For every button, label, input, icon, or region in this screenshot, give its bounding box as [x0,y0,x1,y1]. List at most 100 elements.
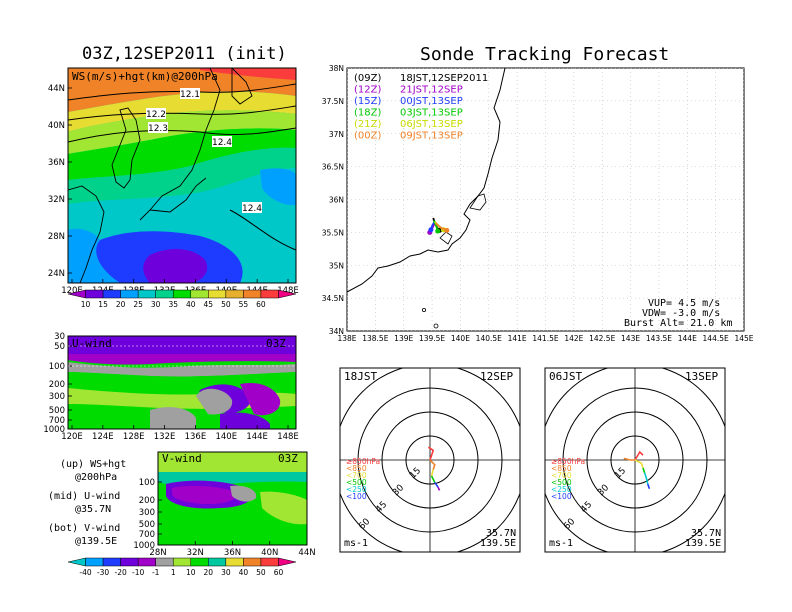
ws-colorbar-label: 55 [239,300,249,309]
tracking-x-tick-label: 138.5E [362,334,388,343]
ws-contour-label-bg [242,202,262,213]
v-colorbar-label: -1 [152,568,160,577]
v-colorbar-label: 60 [274,568,284,577]
ws-colorbar-label: 40 [186,300,196,309]
u-x-tick-label: 124E [92,432,114,442]
hodograph-wind-segment [634,459,644,469]
ws-map-label: WS(m/s)+hgt(km)@200hPa [72,70,218,83]
side-legend-bot-1: (bot) V-wind [48,523,121,534]
tracking-coastline [347,68,506,329]
hodograph-legend-entry: <250 [346,485,367,494]
ws-contour-labels: 12.1 12.2 12.3 12.4 12.4 [146,88,262,214]
tracking-legend-code: (12Z) [354,85,381,96]
u-y-tick-label: 300 [49,392,65,402]
ws-colorbar-swatch [260,289,279,299]
tracking-x-tick-label: 144E [678,334,697,343]
u-wind-frame [67,335,297,430]
ws-colorbar-swatch [172,289,192,299]
ws-contour-label-bg [146,108,166,119]
tracking-x-tick-label: 143.5E [646,334,672,343]
tracking-vdw: VDW= -3.0 m/s [642,308,721,319]
ws-y-tick-label: 32N [48,195,65,205]
u-wind-time: 03Z [266,337,286,350]
ws-colorbar-label: 45 [204,300,214,309]
v-colorbar: -40 -30 -20 -10 -1 1 10 20 30 40 50 60 [67,557,297,577]
hodograph-1-units: ms-1 [344,538,369,549]
tracking-burst: Burst Alt= 21.0 km [624,318,733,329]
tracking-y-tick-label: 38N [329,64,344,73]
v-x-tick-label: 28N [149,548,166,558]
v-colorbar-swatch [155,557,174,567]
ws-colorbar-swatch [85,289,104,299]
hodograph-wind-segment [643,472,649,485]
tracking-legend-code: (21Z) [354,119,381,130]
left-panel-title: 03Z,12SEP2011 (init) [82,44,287,64]
ws-contour-label-bg [180,88,200,99]
v-x-tick-label: 32N [187,548,204,558]
ws-y-tick-label: 36N [48,158,65,168]
tracking-legend-code: (00Z) [354,131,381,142]
hodograph-wind-segment [437,486,441,491]
ws-y-tick-label: 44N [48,84,65,94]
hodograph-wind-segment [430,469,434,477]
v-colorbar-swatch [85,557,104,567]
tracking-title: Sonde Tracking Forecast [420,44,670,65]
v-y-tick-label: 300 [139,508,155,518]
tracking-y-tick-label: 36N [329,196,344,205]
v-colorbar-swatch [67,557,86,567]
v-colorbar-swatch [137,557,156,567]
tracking-x-tick-label: 141E [508,334,527,343]
v-colorbar-swatch [102,557,121,567]
tracking-axes: 138E 138.5E 139E 139.5E 140E 140.5E 141E 141.5E… [322,64,754,343]
tracking-track-endpoint [444,227,450,233]
hodograph-wind-segment [434,481,439,488]
v-colorbar-label: 40 [239,568,249,577]
u-y-tick-label: 700 [49,416,65,426]
hodograph-2-lon: 139.5E [685,538,722,549]
tracking-vup: VUP= 4.5 m/s [648,298,721,309]
hodograph-legend-entry: <100 [346,492,367,501]
u-x-tick-label: 136E [185,432,207,442]
ws-colorbar-swatch [190,289,209,299]
u-wind-field [68,336,296,429]
hodograph-legend-entry: <700 [346,471,367,480]
hodograph-legend-entry: ≥850hPa [551,457,585,466]
v-wind-time: 03Z [278,452,298,465]
ws-map-field [68,68,296,283]
v-colorbar-label: -40 [79,568,91,577]
side-legend-mid-2: @35.7N [75,504,112,515]
u-y-tick-label: 1000 [43,425,65,435]
hodograph-legend-entry: <500 [551,478,572,487]
v-colorbar-label: -20 [114,568,126,577]
tracking-legend-name: 03JST,13SEP [400,108,463,119]
side-legend-up-1: (up) WS+hgt [60,459,127,470]
tracking-y-tick-label: 36.5N [322,163,344,172]
hodograph-wind-segment [623,457,635,461]
u-y-tick-label: 100 [49,362,65,372]
v-colorbar-swatch [243,557,262,567]
ws-colorbar-swatch [155,289,174,299]
ws-colorbar-swatch [225,289,244,299]
ws-y-tick-label: 28N [48,232,65,242]
tracking-x-tick-label: 144.5E [703,334,729,343]
tracking-legend-code: (18Z) [354,108,381,119]
ws-colorbar-label: 20 [116,300,126,309]
tracking-legend-code: (09Z) [354,73,381,84]
u-x-tick-label: 140E [215,432,237,442]
tracking-legend-name: 06JST,13SEP [400,119,463,130]
u-x-tick-label: 144E [246,432,268,442]
ws-x-tick-label: 120E [61,286,83,296]
v-colorbar-swatch [190,557,209,567]
hodograph-wind-segment [430,475,436,483]
tracking-x-tick-label: 145E [734,334,753,343]
ws-contour-label: 12.4 [212,138,232,148]
v-colorbar-label: 20 [204,568,214,577]
tracking-track-endpoint [435,228,441,234]
ws-colorbar-label: 25 [133,300,143,309]
tracking-x-tick-label: 143E [621,334,640,343]
ws-colorbar-label: 35 [168,300,178,309]
tracking-x-tick-label: 139E [394,334,413,343]
side-legend-bot-2: @139.5E [75,536,118,547]
